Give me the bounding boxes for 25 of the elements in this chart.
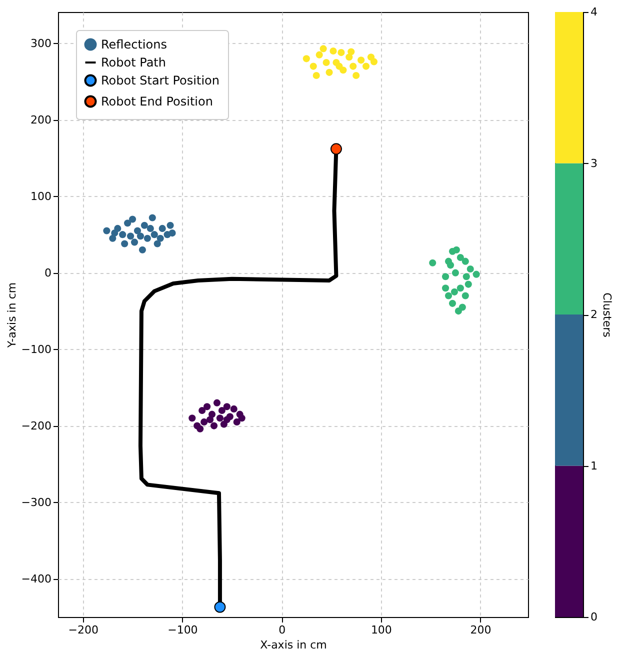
color-bar-label: 1 [590, 459, 598, 472]
y-tick-label: −100 [21, 342, 52, 356]
legend-label: Robot Path [101, 56, 166, 70]
legend-label: Reflections [101, 38, 167, 52]
x-tick-label: 0 [278, 624, 286, 636]
y-tick-label: −400 [21, 572, 52, 586]
color-bar-title: Clusters [600, 292, 614, 338]
y-axis-title: Y-axis in cm [5, 282, 18, 349]
y-tick-label: 0 [44, 266, 52, 280]
y-tick-label: 200 [30, 113, 52, 126]
x-tick-label: −200 [68, 624, 98, 636]
x-tick-label: −100 [168, 624, 198, 636]
x-tick-label: 200 [470, 624, 492, 636]
y-tick-label: −200 [21, 419, 52, 432]
y-tick-label: 100 [30, 190, 52, 203]
legend-label: Robot Start Position [101, 74, 220, 88]
y-tick-label: 300 [30, 36, 52, 50]
color-bar-label: 3 [590, 156, 598, 170]
color-bar-label: 0 [590, 610, 598, 624]
legend-label: Robot End Position [101, 94, 213, 108]
color-bar-label: 2 [590, 308, 598, 321]
y-tick-label: −300 [21, 496, 52, 509]
x-axis-title: X-axis in cm [260, 638, 327, 650]
x-tick-label: 100 [370, 624, 392, 636]
color-bar-label: 4 [590, 6, 598, 18]
